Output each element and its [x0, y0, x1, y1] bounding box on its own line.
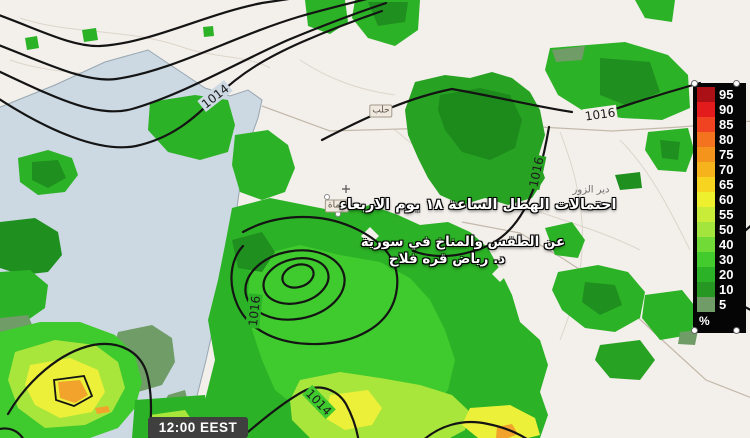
legend-row: 80 — [697, 132, 746, 147]
annotation-title: احتمالات الهطل الساعة ١٨ يوم الاربعاء — [339, 197, 617, 213]
legend-row: 65 — [697, 177, 746, 192]
svg-text:1016: 1016 — [246, 295, 263, 327]
legend-value: 30 — [719, 252, 734, 267]
legend-handle — [733, 80, 740, 87]
legend-swatch — [697, 162, 715, 177]
legend-unit-label: % — [699, 314, 710, 328]
legend-value: 70 — [719, 162, 734, 177]
legend-swatch — [697, 222, 715, 237]
legend-value: 90 — [719, 102, 734, 117]
legend-value: 95 — [719, 87, 734, 102]
legend-swatch — [697, 267, 715, 282]
legend-value: 60 — [719, 192, 734, 207]
place-label: حماة — [324, 199, 350, 213]
legend-row: 75 — [697, 147, 746, 162]
probability-legend: 95 90 85 80 75 70 65 60 55 50 40 30 20 10 5 % — [693, 83, 746, 333]
legend-swatch — [697, 87, 715, 102]
legend-swatch — [697, 102, 715, 117]
legend-value: 20 — [719, 267, 734, 282]
legend-row: 60 — [697, 192, 746, 207]
legend-swatch — [697, 117, 715, 132]
legend-row: 70 — [697, 162, 746, 177]
legend-swatch — [697, 192, 715, 207]
annotation-author: د. رياض قره فلاح — [388, 251, 506, 267]
isobar-label: 1016 — [245, 293, 263, 329]
legend-row: 5 — [697, 297, 746, 312]
legend-value: 10 — [719, 282, 734, 297]
legend-swatch — [697, 237, 715, 252]
place-label: حلب — [369, 104, 393, 118]
legend-swatch — [697, 252, 715, 267]
svg-text:1016: 1016 — [584, 105, 616, 123]
valid-time-badge: 12:00 EEST — [148, 417, 248, 438]
legend-value: 75 — [719, 147, 734, 162]
town-markers — [324, 185, 350, 217]
legend-row: 20 — [697, 267, 746, 282]
place-label: دير الزور — [572, 184, 610, 196]
legend-swatch — [697, 282, 715, 297]
legend-swatch — [697, 177, 715, 192]
legend-row: 10 — [697, 282, 746, 297]
legend-value: 50 — [719, 222, 734, 237]
legend-value: 65 — [719, 177, 734, 192]
legend-row: 90 — [697, 102, 746, 117]
legend-handle — [691, 327, 698, 334]
legend-row: 55 — [697, 207, 746, 222]
legend-value: 40 — [719, 237, 734, 252]
legend-value: 80 — [719, 132, 734, 147]
legend-row: 30 — [697, 252, 746, 267]
legend-row: 85 — [697, 117, 746, 132]
legend-value: 85 — [719, 117, 734, 132]
isobar-label: 1016 — [582, 104, 618, 124]
legend-swatch — [697, 147, 715, 162]
legend-row: 95 — [697, 87, 746, 102]
legend-rows: 95 90 85 80 75 70 65 60 55 50 40 30 20 10 5 — [697, 87, 746, 312]
legend-swatch — [697, 207, 715, 222]
legend-row: 40 — [697, 237, 746, 252]
legend-value: 5 — [719, 297, 727, 312]
legend-row: 50 — [697, 222, 746, 237]
isobar-label: 1016 — [525, 153, 547, 191]
precipitation-field — [0, 0, 698, 438]
legend-swatch — [697, 132, 715, 147]
annotation-source: عن الطقس والمناخ في سورية — [360, 234, 566, 250]
svg-text:1016: 1016 — [526, 156, 546, 189]
legend-handle — [691, 80, 698, 87]
legend-swatch — [697, 297, 715, 312]
legend-value: 55 — [719, 207, 734, 222]
legend-handle — [733, 327, 740, 334]
